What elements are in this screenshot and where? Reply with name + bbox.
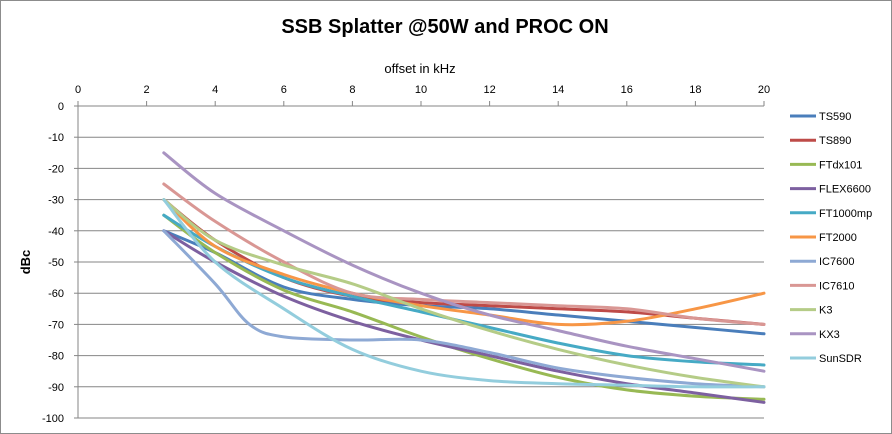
legend-label: TS590 (819, 111, 851, 123)
legend-label: IC7600 (819, 256, 854, 268)
series-line-k3 (162, 198, 766, 389)
legend-label: K3 (819, 305, 832, 317)
legend-item: TS890 (790, 135, 851, 147)
y-tick-label: -50 (48, 257, 64, 269)
series-line-kx3 (162, 151, 766, 373)
legend: TS590 TS890 FTdx101 FLEX6600 FT1000mp FT2000 I… (790, 111, 872, 365)
y-tick-label: -70 (48, 319, 64, 331)
legend-label: FTdx101 (819, 159, 862, 171)
y-tick-label: -80 (48, 351, 64, 363)
legend-item: FT2000 (790, 232, 857, 244)
y-tick-label: -60 (48, 288, 64, 300)
series-line-ft2000 (162, 198, 766, 327)
legend-label: KX3 (819, 329, 840, 341)
legend-item: K3 (790, 305, 832, 317)
grid-layer (78, 105, 764, 419)
x-tick-label: 20 (758, 84, 770, 96)
legend-label: TS890 (819, 135, 851, 147)
axis-layer: 0 -10 -20 -30 -40 -50 -60 -70 -80 -90 -100 0 2 4 6 8 10 1… (42, 84, 770, 425)
x-tick-label: 6 (281, 84, 287, 96)
legend-item: SunSDR (790, 353, 862, 365)
legend-item: IC7600 (790, 256, 854, 268)
x-tick-label: 10 (415, 84, 427, 96)
legend-label: SunSDR (819, 353, 862, 365)
x-tick-label: 4 (212, 84, 218, 96)
y-tick-label: -90 (48, 382, 64, 394)
series-layer (162, 151, 766, 404)
x-tick-label: 18 (689, 84, 701, 96)
legend-item: FT1000mp (790, 208, 872, 220)
y-tick-label: 0 (58, 101, 64, 113)
legend-item: KX3 (790, 329, 840, 341)
legend-label: FLEX6600 (819, 184, 871, 196)
x-tick-label: 2 (144, 84, 150, 96)
y-tick-label: -100 (42, 413, 64, 425)
x-tick-label: 16 (621, 84, 633, 96)
y-tick-label: -20 (48, 163, 64, 175)
x-tick-label: 8 (349, 84, 355, 96)
legend-item: FTdx101 (790, 159, 862, 171)
legend-item: FLEX6600 (790, 184, 871, 196)
legend-label: FT1000mp (819, 208, 872, 220)
series-line-flex6600 (162, 229, 766, 404)
series-line-ic7600 (162, 229, 766, 389)
y-tick-label: -40 (48, 226, 64, 238)
legend-item: IC7610 (790, 280, 854, 292)
x-axis-title: offset in kHz (384, 61, 455, 76)
legend-label: IC7610 (819, 280, 854, 292)
legend-label: FT2000 (819, 232, 857, 244)
x-tick-label: 14 (552, 84, 564, 96)
y-axis-title: dBc (18, 250, 33, 275)
y-tick-label: -10 (48, 132, 64, 144)
legend-item: TS590 (790, 111, 851, 123)
series-line-sunsdr (162, 198, 766, 389)
x-tick-label: 12 (483, 84, 495, 96)
chart-title: SSB Splatter @50W and PROC ON (281, 16, 608, 38)
y-tick-label: -30 (48, 195, 64, 207)
series-line-ic7610 (162, 182, 766, 326)
x-tick-label: 0 (75, 84, 81, 96)
